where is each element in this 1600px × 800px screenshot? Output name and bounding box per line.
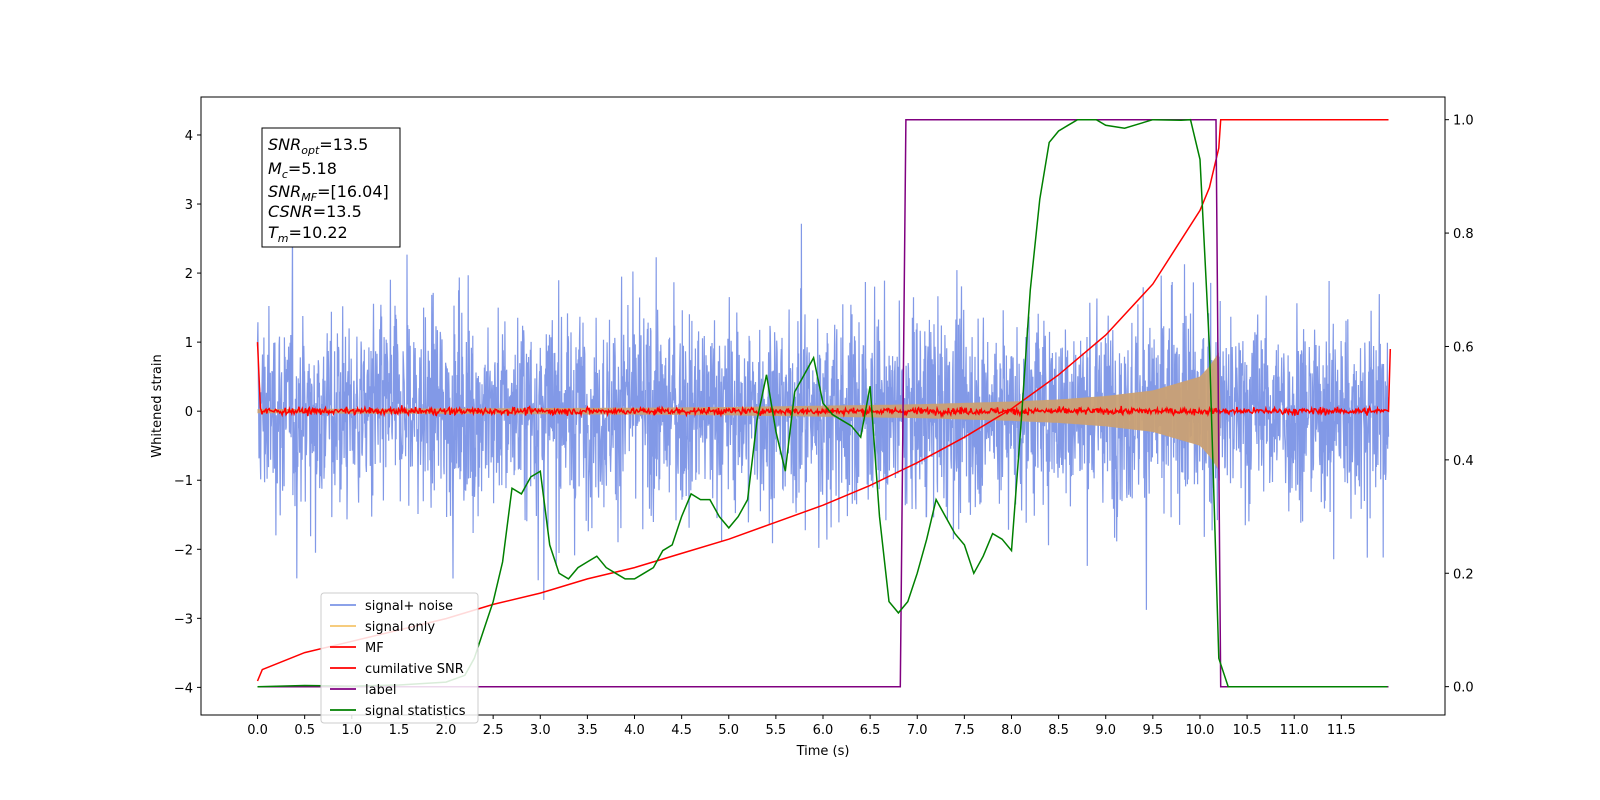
- x-tick-label: 7.5: [954, 723, 975, 738]
- y-left-tick-label: 0: [185, 405, 193, 420]
- x-tick-label: 1.5: [389, 723, 410, 738]
- y-axis-right-ticks: 1.0 0.8 0.6 0.4 0.2 0.0: [1445, 114, 1474, 696]
- legend-label: cumilative SNR: [365, 662, 464, 677]
- x-tick-label: 11.0: [1280, 723, 1309, 738]
- annotation-box: SNRopt=13.5 Mc=5.18 SNRMF=[16.04] CSNR=1…: [261, 127, 401, 248]
- y-right-tick-label: 0.2: [1453, 567, 1474, 582]
- signal-statistics-series: [257, 118, 1388, 688]
- x-tick-label: 2.0: [436, 723, 457, 738]
- signal-statistics-line: [257, 118, 1388, 688]
- x-tick-label: 4.5: [671, 723, 692, 738]
- x-tick-label: 9.0: [1095, 723, 1116, 738]
- x-axis-ticks: 0.0 0.5 1.0 1.5 2.0 2.5 3.0 3.5 4.0 4.5 5.0 5.5 6.0 6…: [247, 715, 1356, 738]
- annotation-tm: Tm=10.22: [268, 223, 348, 245]
- x-tick-label: 10.0: [1185, 723, 1214, 738]
- x-axis-label: Time (s): [796, 744, 850, 759]
- x-tick-label: 1.0: [341, 723, 362, 738]
- y-left-tick-label: −1: [174, 474, 193, 489]
- y-axis-label: Whitened strain: [150, 354, 165, 457]
- x-tick-label: 6.0: [813, 723, 834, 738]
- x-tick-label: 0.0: [247, 723, 268, 738]
- y-left-tick-label: 3: [185, 198, 193, 213]
- y-left-tick-label: 1: [185, 336, 193, 351]
- x-tick-label: 5.0: [718, 723, 739, 738]
- x-tick-label: 3.0: [530, 723, 551, 738]
- legend-label: signal+ noise: [365, 599, 453, 614]
- y-right-tick-label: 0.6: [1453, 340, 1474, 355]
- y-left-tick-label: −2: [174, 543, 193, 558]
- mf-series: [256, 342, 1392, 419]
- x-tick-label: 8.5: [1048, 723, 1069, 738]
- x-tick-label: 4.0: [624, 723, 645, 738]
- y-left-tick-label: 4: [185, 129, 193, 144]
- legend: signal+ noise signal only MF cumilative SNR…: [320, 592, 479, 724]
- x-tick-label: 6.5: [860, 723, 881, 738]
- y-right-tick-label: 0.8: [1453, 227, 1474, 242]
- y-axis-left-ticks: 4 3 2 1 0 −1 −2 −3 −4: [174, 129, 201, 696]
- x-tick-label: 2.5: [483, 723, 504, 738]
- annotation-csnr: CSNR=13.5: [268, 202, 362, 221]
- annotation-snr-opt: SNRopt=13.5: [268, 135, 368, 157]
- x-tick-label: 10.5: [1233, 723, 1262, 738]
- x-tick-label: 5.5: [766, 723, 787, 738]
- x-tick-label: 3.5: [577, 723, 598, 738]
- y-left-tick-label: −4: [174, 681, 193, 696]
- x-tick-label: 11.5: [1327, 723, 1356, 738]
- y-left-tick-label: −3: [174, 612, 193, 627]
- legend-label: signal statistics: [365, 704, 466, 719]
- legend-label: signal only: [365, 620, 435, 635]
- y-left-tick-label: 2: [185, 267, 193, 282]
- legend-label: MF: [365, 641, 384, 656]
- y-right-tick-label: 1.0: [1453, 114, 1474, 129]
- annotation-mc: Mc=5.18: [268, 159, 337, 181]
- legend-label: label: [365, 683, 396, 698]
- x-tick-label: 0.5: [294, 723, 315, 738]
- annotation-snr-mf: SNRMF=[16.04]: [268, 182, 389, 204]
- x-tick-label: 9.5: [1143, 723, 1164, 738]
- x-tick-label: 7.0: [907, 723, 928, 738]
- mf-line: [256, 342, 1392, 419]
- x-tick-label: 8.0: [1001, 723, 1022, 738]
- y-right-tick-label: 0.4: [1453, 454, 1474, 469]
- y-right-tick-label: 0.0: [1453, 681, 1474, 696]
